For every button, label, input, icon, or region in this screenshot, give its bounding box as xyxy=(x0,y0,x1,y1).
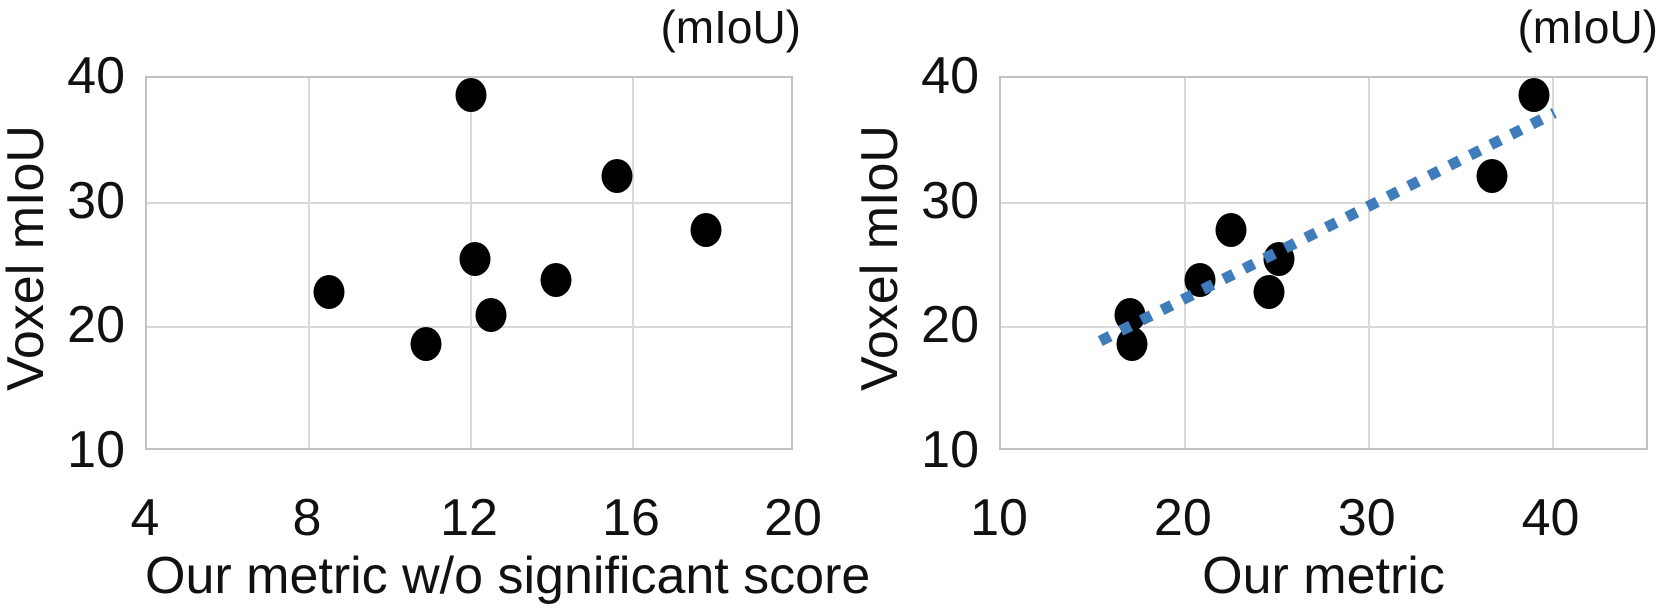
x-tick-label: 8 xyxy=(292,489,322,547)
y-tick-label: 30 xyxy=(921,171,979,230)
data-point xyxy=(313,275,345,310)
x-tick-label: 20 xyxy=(1153,489,1212,547)
data-point xyxy=(540,262,572,297)
x-axis-title: Our metric xyxy=(1202,547,1445,605)
vertical-gridline xyxy=(308,78,310,448)
y-tick-label: 40 xyxy=(67,47,125,105)
x-tick-label: 4 xyxy=(130,489,160,547)
data-point xyxy=(1476,159,1508,194)
plot-area xyxy=(999,76,1648,450)
data-point xyxy=(1116,326,1148,361)
x-tick-label: 40 xyxy=(1521,489,1580,547)
x-tick-label: 12 xyxy=(440,489,498,547)
y-tick-label: 30 xyxy=(67,171,125,230)
data-point xyxy=(1215,213,1247,248)
trend-line xyxy=(1097,107,1557,346)
x-tick-label: 30 xyxy=(1337,489,1396,547)
horizontal-gridline xyxy=(147,326,791,329)
vertical-gridline xyxy=(632,78,634,448)
x-tick-label: 10 xyxy=(970,489,1028,547)
y-tick-label: 10 xyxy=(67,421,125,479)
horizontal-gridline xyxy=(1001,326,1646,329)
data-point xyxy=(475,297,507,332)
x-tick-label: 16 xyxy=(602,489,660,547)
data-point xyxy=(1253,275,1285,310)
data-point xyxy=(690,213,722,248)
horizontal-gridline xyxy=(147,201,791,204)
unit-label: (mIoU) xyxy=(1517,1,1658,53)
vertical-gridline xyxy=(1367,78,1370,448)
data-point xyxy=(601,159,633,194)
vertical-gridline xyxy=(1183,78,1186,448)
data-point xyxy=(459,241,491,276)
unit-label: (mIoU) xyxy=(660,1,801,53)
y-tick-label: 10 xyxy=(921,421,979,479)
x-axis-title: Our metric w/o significant score xyxy=(145,547,871,605)
data-point xyxy=(455,78,487,113)
x-tick-label: 20 xyxy=(764,489,822,547)
plot-area xyxy=(145,76,793,450)
y-tick-label: 20 xyxy=(67,296,125,355)
y-tick-label: 20 xyxy=(921,296,979,355)
data-point xyxy=(410,326,442,361)
horizontal-gridline xyxy=(1001,201,1646,204)
vertical-gridline xyxy=(1551,78,1554,448)
y-tick-label: 40 xyxy=(921,47,979,105)
data-point xyxy=(1518,78,1550,113)
